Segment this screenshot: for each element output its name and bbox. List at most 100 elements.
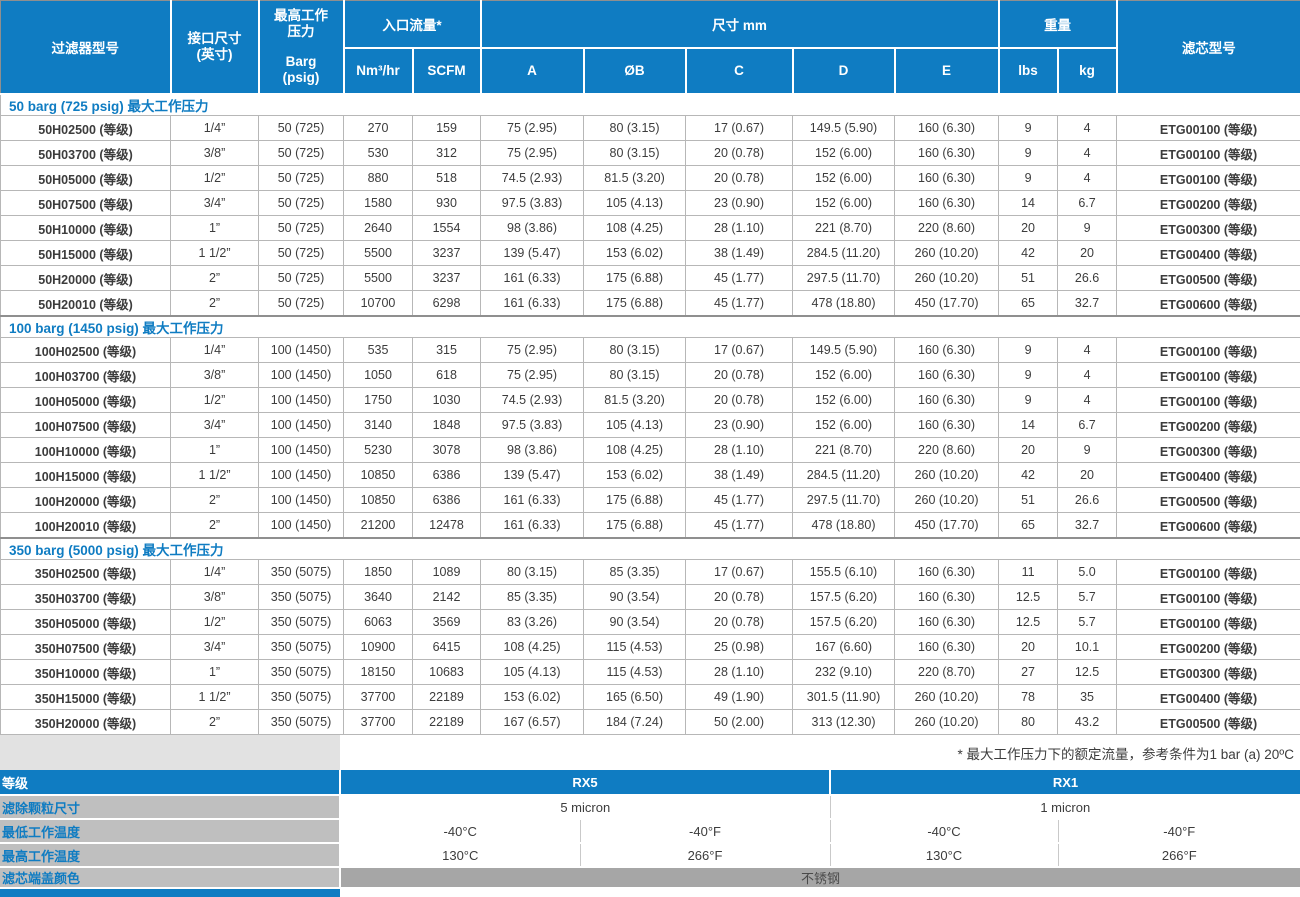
- e-cell: 260 (10.20): [895, 463, 999, 488]
- nm3hr-cell: 3640: [344, 585, 413, 610]
- e-cell: 160 (6.30): [895, 635, 999, 660]
- b-cell: 90 (3.54): [584, 585, 686, 610]
- size-cell: 1”: [171, 216, 259, 241]
- lbs-cell: 14: [999, 191, 1058, 216]
- col-header-dim-e: E: [895, 48, 999, 94]
- e-cell: 160 (6.30): [895, 610, 999, 635]
- grade-value-cell: 1 micron: [830, 795, 1300, 819]
- e-cell: 160 (6.30): [895, 116, 999, 141]
- grade-value-cell: RX1: [830, 770, 1300, 795]
- lbs-cell: 20: [999, 438, 1058, 463]
- a-cell: 161 (6.33): [481, 513, 584, 539]
- scfm-cell: 3237: [413, 241, 481, 266]
- a-cell: 161 (6.33): [481, 291, 584, 317]
- nm3hr-cell: 1050: [344, 363, 413, 388]
- nm3hr-cell: 5500: [344, 241, 413, 266]
- pressure-cell: 350 (5075): [259, 710, 344, 735]
- spec-table: 过滤器型号 接口尺寸 (英寸) 最高工作压力 Barg (psig) 入口流量*…: [0, 0, 1300, 735]
- b-cell: 81.5 (3.20): [584, 388, 686, 413]
- nm3hr-cell: 10850: [344, 488, 413, 513]
- scfm-cell: 6298: [413, 291, 481, 317]
- element-cell: ETG00300 (等级): [1117, 660, 1300, 685]
- b-cell: 153 (6.02): [584, 463, 686, 488]
- size-cell: 1”: [171, 660, 259, 685]
- c-cell: 45 (1.77): [686, 266, 793, 291]
- d-cell: 157.5 (6.20): [793, 585, 895, 610]
- model-cell: 100H02500 (等级): [1, 338, 171, 363]
- scfm-cell: 315: [413, 338, 481, 363]
- pressure-cell: 50 (725): [259, 116, 344, 141]
- scfm-cell: 159: [413, 116, 481, 141]
- size-cell: 3/4”: [171, 635, 259, 660]
- element-cell: ETG00100 (等级): [1117, 388, 1300, 413]
- model-cell: 50H05000 (等级): [1, 166, 171, 191]
- nm3hr-cell: 270: [344, 116, 413, 141]
- nm3hr-cell: 1580: [344, 191, 413, 216]
- model-cell: 100H07500 (等级): [1, 413, 171, 438]
- grade-value-cell: 130°C: [830, 843, 1058, 867]
- col-header-kg: kg: [1058, 48, 1117, 94]
- size-cell: 2”: [171, 710, 259, 735]
- grade-row: 最低工作温度-40°C-40°F-40°C-40°F: [0, 819, 1300, 843]
- d-cell: 297.5 (11.70): [793, 266, 895, 291]
- nm3hr-cell: 5500: [344, 266, 413, 291]
- c-cell: 23 (0.90): [686, 413, 793, 438]
- section-title: 50 barg (725 psig) 最大工作压力: [1, 94, 1300, 116]
- kg-cell: 6.7: [1058, 191, 1117, 216]
- a-cell: 98 (3.86): [481, 438, 584, 463]
- grade-value-cell: 266°F: [1058, 843, 1300, 867]
- scfm-cell: 618: [413, 363, 481, 388]
- element-cell: ETG00100 (等级): [1117, 338, 1300, 363]
- element-cell: ETG00500 (等级): [1117, 488, 1300, 513]
- lbs-cell: 9: [999, 338, 1058, 363]
- model-cell: 350H10000 (等级): [1, 660, 171, 685]
- c-cell: 38 (1.49): [686, 463, 793, 488]
- e-cell: 220 (8.70): [895, 660, 999, 685]
- a-cell: 98 (3.86): [481, 216, 584, 241]
- kg-cell: 4: [1058, 166, 1117, 191]
- scfm-cell: 1030: [413, 388, 481, 413]
- nm3hr-cell: 1750: [344, 388, 413, 413]
- d-cell: 221 (8.70): [793, 216, 895, 241]
- kg-cell: 5.0: [1058, 560, 1117, 585]
- size-cell: 1/4”: [171, 560, 259, 585]
- kg-cell: 32.7: [1058, 513, 1117, 539]
- lbs-cell: 12.5: [999, 585, 1058, 610]
- col-header-lbs: lbs: [999, 48, 1058, 94]
- scfm-cell: 1089: [413, 560, 481, 585]
- pressure-cell: 50 (725): [259, 141, 344, 166]
- table-footnote-area: * 最大工作压力下的额定流量，参考条件为1 bar (a) 20ºC: [0, 735, 1300, 770]
- grade-row-label: 滤除颗粒尺寸: [0, 795, 340, 819]
- element-cell: ETG00300 (等级): [1117, 216, 1300, 241]
- kg-cell: 20: [1058, 241, 1117, 266]
- size-cell: 1 1/2”: [171, 463, 259, 488]
- element-cell: ETG00200 (等级): [1117, 191, 1300, 216]
- model-cell: 350H20000 (等级): [1, 710, 171, 735]
- b-cell: 80 (3.15): [584, 141, 686, 166]
- col-header-dim-d: D: [793, 48, 895, 94]
- a-cell: 167 (6.57): [481, 710, 584, 735]
- group-header-dimensions: 尺寸 mm: [481, 1, 999, 48]
- b-cell: 115 (4.53): [584, 635, 686, 660]
- lbs-cell: 65: [999, 513, 1058, 539]
- size-cell: 1 1/2”: [171, 685, 259, 710]
- e-cell: 160 (6.30): [895, 413, 999, 438]
- size-cell: 1/4”: [171, 338, 259, 363]
- e-cell: 220 (8.60): [895, 216, 999, 241]
- a-cell: 75 (2.95): [481, 363, 584, 388]
- c-cell: 17 (0.67): [686, 560, 793, 585]
- kg-cell: 9: [1058, 438, 1117, 463]
- lbs-cell: 20: [999, 216, 1058, 241]
- d-cell: 284.5 (11.20): [793, 241, 895, 266]
- kg-cell: 4: [1058, 116, 1117, 141]
- lbs-cell: 9: [999, 141, 1058, 166]
- lbs-cell: 27: [999, 660, 1058, 685]
- e-cell: 160 (6.30): [895, 585, 999, 610]
- lbs-cell: 80: [999, 710, 1058, 735]
- lbs-cell: 51: [999, 488, 1058, 513]
- d-cell: 232 (9.10): [793, 660, 895, 685]
